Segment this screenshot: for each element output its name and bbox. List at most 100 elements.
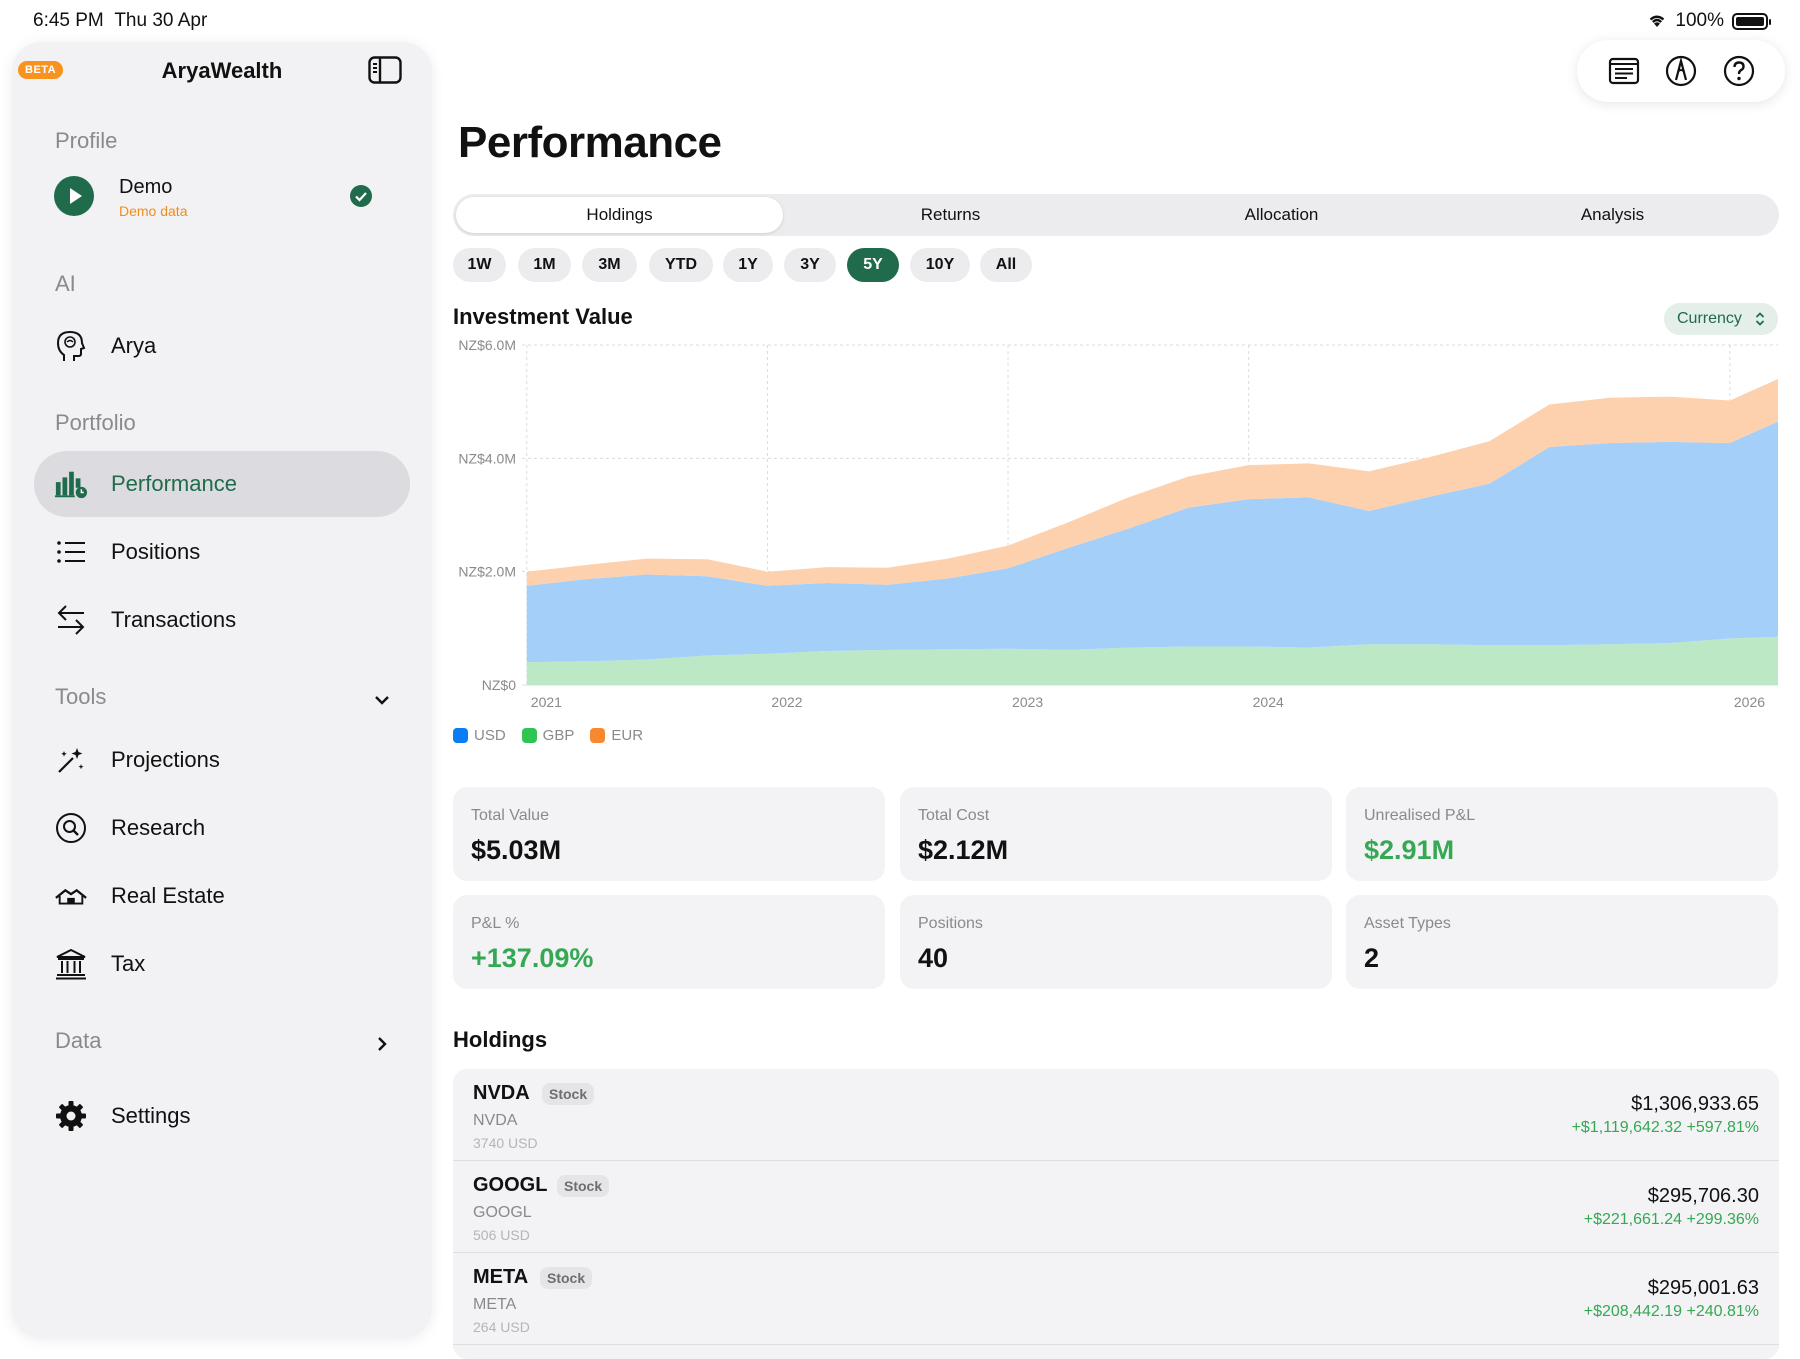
range-1w[interactable]: 1W: [453, 248, 506, 282]
bank-icon: [54, 947, 88, 981]
magnifier-icon: [54, 811, 88, 845]
brain-head-icon: [54, 329, 88, 363]
table-row[interactable]: GOOGL Stock GOOGL 506 USD $295,706.30 +$…: [453, 1161, 1779, 1253]
sidebar-item-label: Real Estate: [111, 883, 225, 908]
chevron-up-down-icon: [1755, 312, 1765, 326]
sidebar-item-transactions[interactable]: Transactions: [34, 587, 410, 653]
status-bar: 6:45 PM Thu 30 Apr 100%: [0, 0, 1800, 42]
card-total-cost: Total Cost $2.12M: [900, 787, 1332, 881]
sidebar-item-settings[interactable]: Settings: [34, 1083, 410, 1149]
chart-title: Investment Value: [453, 304, 633, 329]
legend-eur: EUR: [590, 727, 643, 744]
card-asset-types: Asset Types 2: [1346, 895, 1778, 989]
table-row[interactable]: META Stock META 264 USD $295,001.63 +$20…: [453, 1253, 1779, 1345]
top-toolbar: [1577, 40, 1785, 102]
status-time: 6:45 PM Thu 30 Apr: [33, 10, 208, 31]
type-badge: Stock: [557, 1175, 610, 1197]
list-icon: [54, 535, 88, 569]
sidebar-item-label: Performance: [111, 471, 237, 496]
x-tick-label: 2023: [1012, 694, 1043, 710]
legend-gbp: GBP: [521, 727, 574, 744]
beta-badge: BETA: [18, 61, 64, 79]
range-1y[interactable]: 1Y: [723, 248, 773, 282]
range-3m[interactable]: 3M: [582, 248, 637, 282]
chart-bars-icon: [54, 467, 88, 501]
table-row[interactable]: NVDA Stock NVDA 3740 USD $1,306,933.65 +…: [453, 1069, 1779, 1161]
area-series-usd: [526, 421, 1778, 663]
x-tick-label: 2026: [1734, 694, 1765, 710]
section-tools: Tools: [55, 684, 107, 709]
x-tick-label: 2022: [771, 694, 802, 710]
chevron-down-icon[interactable]: [372, 690, 392, 710]
sidebar-item-label: Tax: [111, 951, 146, 976]
currency-button-label: Currency: [1677, 310, 1742, 327]
house-icon: [54, 879, 88, 913]
y-tick-label: NZ$6.0M: [458, 337, 516, 353]
range-all[interactable]: All: [980, 248, 1032, 282]
sidebar-item-real-estate[interactable]: Real Estate: [34, 863, 410, 929]
sidebar-toggle-icon[interactable]: [368, 56, 402, 84]
section-ai: AI: [55, 271, 76, 296]
arrows-swap-icon: [54, 603, 88, 637]
tab-allocation[interactable]: Allocation: [1244, 205, 1319, 224]
status-indicators: 100%: [1647, 10, 1771, 32]
gear-icon: [54, 1099, 88, 1133]
x-tick-label: 2024: [1253, 694, 1284, 710]
section-data: Data: [55, 1028, 102, 1053]
card-total-value: Total Value $5.03M: [453, 787, 885, 881]
range-1m[interactable]: 1M: [518, 248, 571, 282]
section-profile: Profile: [55, 128, 118, 153]
sidebar-header: BETA AryaWealth: [12, 42, 432, 102]
card-pl-percent: P&L % +137.09%: [453, 895, 885, 989]
sidebar-item-tax[interactable]: Tax: [34, 931, 410, 997]
profile-name: Demo: [119, 176, 173, 198]
profile-sub: Demo data: [119, 203, 188, 219]
area-series-eur: [526, 379, 1778, 586]
markup-pen-icon[interactable]: [1664, 54, 1698, 88]
view-segmented-control: Holdings Returns Allocation Analysis: [453, 194, 1779, 236]
sidebar-item-label: Settings: [111, 1103, 191, 1128]
tab-holdings[interactable]: Holdings: [456, 197, 783, 233]
holdings-title: Holdings: [453, 1027, 548, 1052]
y-tick-label: NZ$0: [482, 677, 516, 693]
sidebar-item-positions[interactable]: Positions: [34, 519, 410, 585]
investment-value-chart: NZ$0 NZ$2.0M NZ$4.0M NZ$6.0M 2021 2022 2023 202…: [458, 337, 1778, 710]
sidebar-item-research[interactable]: Research: [34, 795, 410, 861]
wifi-icon: [1650, 15, 1665, 27]
document-icon[interactable]: [1607, 54, 1641, 88]
help-icon[interactable]: [1722, 54, 1756, 88]
sidebar-item-arya[interactable]: Arya: [34, 313, 410, 379]
chevron-right-icon[interactable]: [372, 1034, 392, 1054]
magic-wand-icon: [54, 743, 88, 777]
type-badge: Stock: [540, 1267, 593, 1289]
type-badge: Stock: [542, 1083, 595, 1105]
area-series-gbp: [526, 636, 1778, 685]
sidebar-item-label: Arya: [111, 333, 157, 358]
tab-analysis[interactable]: Analysis: [1580, 205, 1645, 224]
y-tick-label: NZ$4.0M: [458, 450, 516, 466]
legend-usd: USD: [453, 727, 506, 744]
sidebar-item-label: Projections: [111, 747, 220, 772]
page-title: Performance: [458, 118, 722, 167]
range-3y[interactable]: 3Y: [784, 248, 836, 282]
battery-percent: 100%: [1675, 10, 1724, 31]
sidebar-item-label: Positions: [111, 539, 201, 564]
sidebar-item-projections[interactable]: Projections: [34, 727, 410, 793]
sidebar: BETA AryaWealth Profile Demo Demo data A…: [12, 42, 432, 1338]
battery-icon: [1732, 12, 1771, 30]
card-unrealised-pl: Unrealised P&L $2.91M: [1346, 787, 1778, 881]
sidebar-item-performance[interactable]: Performance: [34, 451, 410, 517]
range-5y[interactable]: 5Y: [847, 248, 899, 282]
profile-demo[interactable]: Demo Demo data: [34, 164, 410, 230]
holdings-list: NVDA Stock NVDA 3740 USD $1,306,933.65 +…: [453, 1069, 1779, 1359]
currency-button[interactable]: Currency: [1664, 303, 1778, 335]
range-ytd[interactable]: YTD: [649, 248, 713, 282]
x-tick-label: 2021: [531, 694, 562, 710]
play-icon: [54, 176, 94, 216]
checkmark-icon: [350, 185, 372, 207]
app-title: AryaWealth: [161, 58, 283, 83]
range-10y[interactable]: 10Y: [910, 248, 970, 282]
y-tick-label: NZ$2.0M: [458, 564, 516, 580]
section-portfolio: Portfolio: [55, 410, 136, 435]
tab-returns[interactable]: Returns: [920, 205, 981, 224]
